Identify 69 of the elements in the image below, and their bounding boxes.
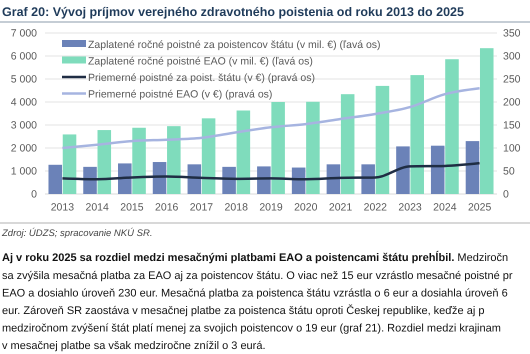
- text: v mesačnej platbe sa však medziročne znížil o 3 eurá.: [2, 340, 266, 352]
- bar: [445, 59, 459, 194]
- bar: [326, 164, 340, 194]
- x-tick-label: 2022: [364, 201, 388, 214]
- y2-tick-label: 100: [503, 142, 521, 154]
- chart-title: Graf 20: Vývoj príjmov verejného zdravotného poistenia od roku 2013 do 2025: [2, 5, 464, 19]
- y2-tick-label: 350: [503, 27, 521, 40]
- x-tick-label: 2020: [294, 201, 318, 214]
- line-series: [61, 162, 481, 181]
- bar: [361, 164, 375, 194]
- x-tick-label: 2023: [398, 201, 422, 214]
- bar: [306, 102, 320, 194]
- y-tick-label: 4 000: [10, 96, 38, 108]
- bar: [118, 163, 132, 194]
- y2-tick-label: 300: [503, 50, 521, 62]
- y-tick-label: 6 000: [10, 50, 38, 62]
- bar: [340, 94, 354, 194]
- legend-label: Priemerné poistné EAO (v €) (pravá os): [88, 88, 272, 100]
- bar: [480, 48, 494, 194]
- x-tick-label: 2014: [85, 201, 109, 214]
- text: sa zvýšila mesačná platba za EAO aj za poistencov štátu. O viac než 15 eur vzrástlo mesačné poistné pr: [2, 270, 513, 282]
- bar: [292, 168, 306, 194]
- x-tick-label: 2016: [155, 201, 179, 214]
- bar: [410, 75, 424, 194]
- x-tick-label: 2018: [224, 201, 248, 214]
- bar: [152, 162, 166, 194]
- x-tick-label: 2017: [190, 201, 214, 214]
- bar: [271, 102, 285, 194]
- y-tick-label: 1 000: [10, 165, 38, 178]
- y-tick-label: 7 000: [10, 27, 38, 40]
- legend-label: Priemerné poistné za poist. štátu (v €) (pravá os): [88, 72, 316, 84]
- bar: [98, 130, 112, 194]
- y-tick-label: 0: [31, 188, 38, 200]
- y2-tick-label: 0: [503, 188, 509, 200]
- bar: [376, 86, 390, 194]
- x-tick-label: 2019: [259, 201, 283, 214]
- bar: [167, 126, 181, 194]
- bar: [396, 146, 410, 194]
- bar: [236, 110, 250, 194]
- y2-tick-label: 150: [503, 119, 521, 132]
- x-tick-label: 2015: [120, 201, 144, 214]
- line-series: [61, 86, 481, 150]
- y-tick-label: 5 000: [10, 73, 38, 86]
- bar: [83, 166, 97, 194]
- legend-label: Zaplatené ročné poistné EAO (v mil. €) (ľavá os): [88, 56, 313, 68]
- x-tick-label: 2025: [468, 201, 492, 214]
- bar: [466, 141, 480, 194]
- y-tick-label: 3 000: [10, 119, 38, 132]
- x-tick-label: 2021: [328, 201, 352, 214]
- legend-label: Zaplatené ročné poistné za poistencov štátu (v mil. €) (ľavá os): [88, 39, 381, 51]
- text: Zdroj: ÚDZS; spracovanie NKÚ SR.: [1, 227, 152, 239]
- y2-tick-label: 250: [503, 73, 521, 86]
- bar: [202, 118, 216, 194]
- y2-tick-label: 200: [503, 96, 521, 108]
- text: medziročnom zvýšení štát platí menej za svojich poistencov o 19 eur (graf 21). Rozdiel medzi krajinam: [2, 322, 501, 334]
- bar: [62, 134, 76, 194]
- y2-tick-label: 50: [503, 165, 515, 178]
- bar: [48, 164, 62, 194]
- bar: [188, 164, 202, 194]
- x-tick-label: 2024: [433, 201, 457, 214]
- x-tick-label: 2013: [50, 201, 74, 214]
- bar: [222, 166, 236, 194]
- text: EAO a dosiahlo úroveň 230 eur. Mesačná platba za poistenca štátu vzrástla o 6 eur a dosiahla úroveň 6: [2, 288, 508, 300]
- text: Aj v roku 2025 sa rozdiel medzi mesačnými platbami EAO a poistencami štátu prehĺbil.: [2, 250, 454, 264]
- text: Medziročn: [454, 252, 508, 264]
- y-tick-label: 2 000: [10, 142, 38, 154]
- text: eur. Zároveň SR zaostáva v mesačnej platbe za poistenca štátu oproti Českej republike, keďže aj p: [2, 304, 484, 317]
- bar: [132, 128, 146, 194]
- bar: [430, 146, 444, 194]
